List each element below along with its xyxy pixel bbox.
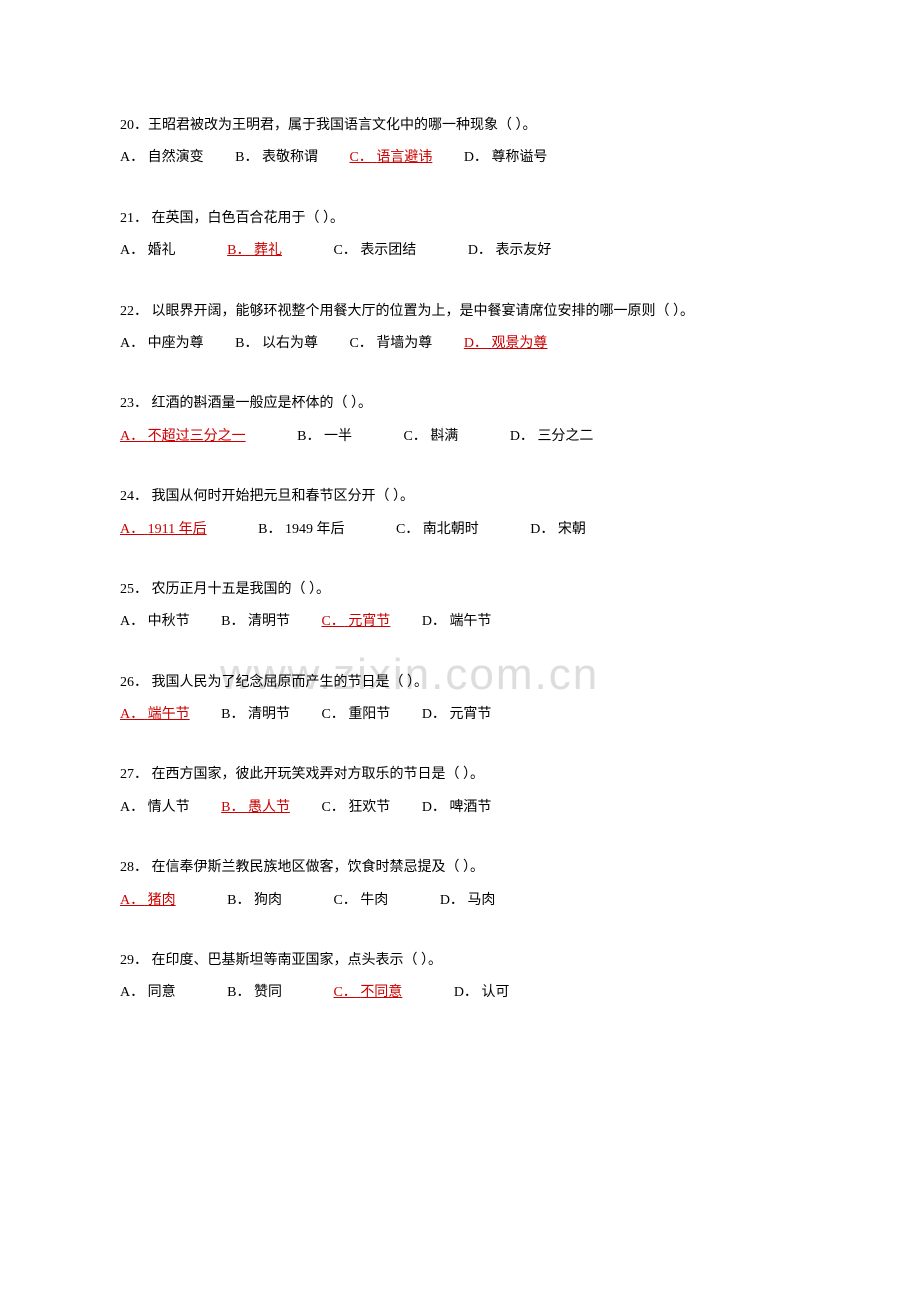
option-c: C． 背墙为尊 <box>349 333 432 355</box>
question-text: 25． 农历正月十五是我国的（ ）。 <box>120 579 800 601</box>
option-d: D． 宋朝 <box>530 519 586 541</box>
option-c: C． 斟满 <box>403 426 458 448</box>
options-row: A． 不超过三分之一 B． 一半 C． 斟满 D． 三分之二 <box>120 426 800 448</box>
option-b: B． 清明节 <box>221 611 290 633</box>
content-area: 20．王昭君被改为王明君，属于我国语言文化中的哪一种现象（ ）。 A． 自然演变… <box>120 115 800 1005</box>
option-b: B． 愚人节 <box>221 797 290 819</box>
options-row: A． 中座为尊 B． 以右为尊 C． 背墙为尊 D． 观景为尊 <box>120 333 800 355</box>
option-b: B． 赞同 <box>227 982 282 1004</box>
option-b: B． 葬礼 <box>227 240 282 262</box>
options-row: A． 情人节 B． 愚人节 C． 狂欢节 D． 啤酒节 <box>120 797 800 819</box>
option-d: D． 啤酒节 <box>422 797 492 819</box>
question-28: 28． 在信奉伊斯兰教民族地区做客，饮食时禁忌提及（ ）。 A． 猪肉 B． 狗… <box>120 857 800 912</box>
option-c: C． 牛肉 <box>333 890 388 912</box>
question-21: 21． 在英国，白色百合花用于（ ）。 A． 婚礼 B． 葬礼 C． 表示团结 … <box>120 208 800 263</box>
question-27: 27． 在西方国家，彼此开玩笑戏弄对方取乐的节日是（ ）。 A． 情人节 B． … <box>120 764 800 819</box>
option-c: C． 元宵节 <box>321 611 390 633</box>
question-22: 22． 以眼界开阔，能够环视整个用餐大厅的位置为上，是中餐宴请席位安排的哪一原则… <box>120 301 800 356</box>
question-23: 23． 红酒的斟酒量一般应是杯体的（ ）。 A． 不超过三分之一 B． 一半 C… <box>120 393 800 448</box>
option-b: B． 表敬称谓 <box>235 147 318 169</box>
option-a: A． 1911 年后 <box>120 519 207 541</box>
option-d: D． 端午节 <box>422 611 492 633</box>
option-c: C． 重阳节 <box>321 704 390 726</box>
options-row: A． 同意 B． 赞同 C． 不同意 D． 认可 <box>120 982 800 1004</box>
options-row: A． 端午节 B． 清明节 C． 重阳节 D． 元宵节 <box>120 704 800 726</box>
question-text: 20．王昭君被改为王明君，属于我国语言文化中的哪一种现象（ ）。 <box>120 115 800 137</box>
question-text: 29． 在印度、巴基斯坦等南亚国家，点头表示（ ）。 <box>120 950 800 972</box>
option-d: D． 表示友好 <box>468 240 552 262</box>
option-c: C． 语言避讳 <box>349 147 432 169</box>
question-text: 21． 在英国，白色百合花用于（ ）。 <box>120 208 800 230</box>
option-a: A． 情人节 <box>120 797 190 819</box>
question-26: 26． 我国人民为了纪念屈原而产生的节日是（ ）。 A． 端午节 B． 清明节 … <box>120 672 800 727</box>
option-b: B． 清明节 <box>221 704 290 726</box>
option-b: B． 一半 <box>297 426 352 448</box>
option-b: B． 1949 年后 <box>258 519 344 541</box>
question-text: 26． 我国人民为了纪念屈原而产生的节日是（ ）。 <box>120 672 800 694</box>
option-a: A． 中座为尊 <box>120 333 204 355</box>
option-d: D． 认可 <box>454 982 510 1004</box>
question-text: 24． 我国从何时开始把元旦和春节区分开（ ）。 <box>120 486 800 508</box>
question-29: 29． 在印度、巴基斯坦等南亚国家，点头表示（ ）。 A． 同意 B． 赞同 C… <box>120 950 800 1005</box>
option-d: D． 观景为尊 <box>464 333 548 355</box>
option-d: D． 马肉 <box>440 890 496 912</box>
question-text: 28． 在信奉伊斯兰教民族地区做客，饮食时禁忌提及（ ）。 <box>120 857 800 879</box>
option-d: D． 三分之二 <box>510 426 594 448</box>
option-a: A． 婚礼 <box>120 240 176 262</box>
option-d: D． 元宵节 <box>422 704 492 726</box>
options-row: A． 猪肉 B． 狗肉 C． 牛肉 D． 马肉 <box>120 890 800 912</box>
option-c: C． 不同意 <box>333 982 402 1004</box>
options-row: A． 1911 年后 B． 1949 年后 C． 南北朝时 D． 宋朝 <box>120 519 800 541</box>
option-a: A． 同意 <box>120 982 176 1004</box>
question-text: 22． 以眼界开阔，能够环视整个用餐大厅的位置为上，是中餐宴请席位安排的哪一原则… <box>120 301 800 323</box>
option-a: A． 猪肉 <box>120 890 176 912</box>
option-a: A． 自然演变 <box>120 147 204 169</box>
options-row: A． 婚礼 B． 葬礼 C． 表示团结 D． 表示友好 <box>120 240 800 262</box>
option-c: C． 狂欢节 <box>321 797 390 819</box>
question-24: 24． 我国从何时开始把元旦和春节区分开（ ）。 A． 1911 年后 B． 1… <box>120 486 800 541</box>
option-b: B． 狗肉 <box>227 890 282 912</box>
question-text: 27． 在西方国家，彼此开玩笑戏弄对方取乐的节日是（ ）。 <box>120 764 800 786</box>
option-a: A． 不超过三分之一 <box>120 426 246 448</box>
option-a: A． 中秋节 <box>120 611 190 633</box>
option-a: A． 端午节 <box>120 704 190 726</box>
document-page: www.zixin.com.cn 20．王昭君被改为王明君，属于我国语言文化中的… <box>0 0 920 1143</box>
question-text: 23． 红酒的斟酒量一般应是杯体的（ ）。 <box>120 393 800 415</box>
options-row: A． 自然演变 B． 表敬称谓 C． 语言避讳 D． 尊称谥号 <box>120 147 800 169</box>
option-d: D． 尊称谥号 <box>464 147 548 169</box>
option-c: C． 表示团结 <box>333 240 416 262</box>
question-25: 25． 农历正月十五是我国的（ ）。 A． 中秋节 B． 清明节 C． 元宵节 … <box>120 579 800 634</box>
option-b: B． 以右为尊 <box>235 333 318 355</box>
options-row: A． 中秋节 B． 清明节 C． 元宵节 D． 端午节 <box>120 611 800 633</box>
option-c: C． 南北朝时 <box>396 519 479 541</box>
question-20: 20．王昭君被改为王明君，属于我国语言文化中的哪一种现象（ ）。 A． 自然演变… <box>120 115 800 170</box>
